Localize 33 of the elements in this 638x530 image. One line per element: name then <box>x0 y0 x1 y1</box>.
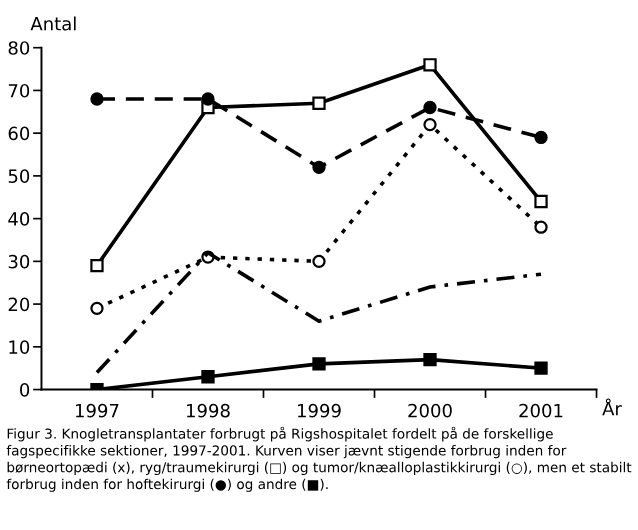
point <box>312 357 326 371</box>
point <box>312 96 326 110</box>
y-tick-label: 60 <box>8 126 30 141</box>
x-tick-label: 2000 <box>408 403 452 418</box>
y-tick-label: 50 <box>8 169 30 184</box>
point <box>534 361 548 375</box>
y-tick-label: 80 <box>8 41 30 55</box>
y-tick-label: 0 <box>20 383 30 397</box>
x-tick-label: 2001 <box>519 403 563 418</box>
point <box>312 160 326 175</box>
point <box>534 194 548 209</box>
point <box>423 352 437 367</box>
x-tick-label: 1998 <box>187 403 230 418</box>
x-axis-title: År <box>602 398 622 416</box>
y-tick-label: 40 <box>8 212 30 226</box>
y-tick-label: 10 <box>9 340 30 354</box>
point <box>534 130 548 145</box>
point <box>534 220 548 234</box>
point <box>90 301 104 316</box>
y-tick-label: 20 <box>8 297 30 312</box>
x-tick-label: 1999 <box>298 403 341 418</box>
y-axis-title: Antal <box>30 16 76 31</box>
point <box>423 100 437 115</box>
y-tick-label: 30 <box>8 254 30 269</box>
x-tick-label: 1997 <box>75 403 119 418</box>
y-tick-label: 70 <box>8 83 30 98</box>
point <box>423 117 437 132</box>
point <box>90 92 104 106</box>
point <box>312 254 326 269</box>
point <box>201 92 215 106</box>
point <box>201 370 215 384</box>
point <box>423 58 437 72</box>
point <box>90 258 104 273</box>
